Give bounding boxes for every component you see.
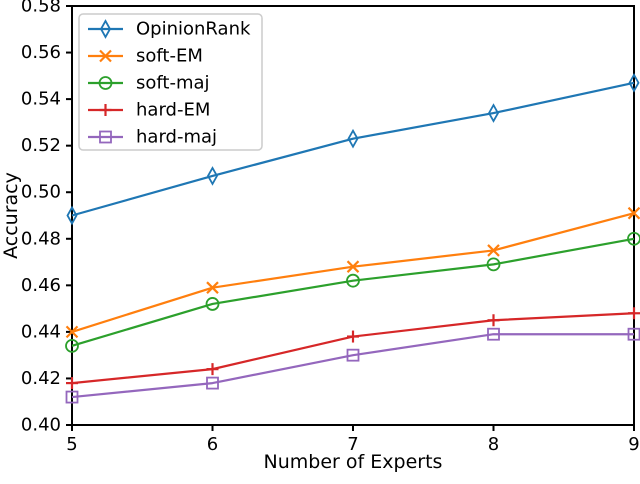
series-line [71, 81, 635, 217]
series-line [71, 212, 635, 333]
y-tick-label: 0.40 [21, 415, 61, 436]
legend-label: hard-maj [136, 127, 217, 148]
x-marker-icon [627, 206, 640, 220]
circle-marker-icon [65, 338, 79, 353]
x-tick-label: 7 [347, 434, 358, 455]
x-marker-icon [487, 244, 500, 257]
x-tick-label: 8 [488, 434, 499, 455]
y-tick-label: 0.56 [21, 42, 61, 63]
plus-marker-icon [206, 363, 219, 376]
circle-marker-icon [98, 76, 113, 90]
x-axis-label: Number of Experts [264, 451, 443, 473]
series-hard-EM [66, 307, 640, 390]
series-line [71, 237, 635, 347]
legend-entry-hard-maj: hard-maj [88, 127, 217, 148]
square-marker-icon [346, 348, 360, 362]
y-tick-label: 0.44 [21, 321, 61, 342]
thin-diamond-marker-icon [206, 166, 219, 186]
series-hard-maj [65, 327, 640, 404]
y-tick-label: 0.52 [21, 135, 61, 156]
square-marker-icon [487, 327, 500, 341]
thin-diamond-marker-icon [66, 205, 78, 226]
circle-marker-icon [486, 257, 501, 272]
x-marker-icon [65, 325, 79, 339]
legend-entry-soft-EM: soft-EM [88, 46, 203, 67]
plus-marker-icon [628, 307, 640, 320]
x-tick-label: 6 [207, 434, 218, 455]
series-soft-maj [65, 231, 640, 353]
circle-marker-icon [346, 273, 360, 288]
series-line [71, 312, 635, 385]
y-tick-label: 0.58 [21, 0, 61, 17]
series-OpinionRank [66, 72, 640, 226]
thin-diamond-marker-icon [628, 72, 640, 93]
plus-marker-icon [347, 330, 359, 343]
plus-marker-icon [66, 377, 78, 390]
thin-diamond-marker-icon [347, 128, 359, 149]
y-tick-label: 0.42 [21, 368, 61, 389]
x-marker-icon [99, 49, 112, 63]
legend-label: hard-EM [136, 100, 210, 121]
x-tick-label: 5 [66, 434, 77, 455]
thin-diamond-marker-icon [487, 103, 500, 123]
legend-box [78, 13, 263, 151]
legend-entry-OpinionRank: OpinionRank [88, 19, 251, 40]
y-tick-label: 0.48 [21, 228, 61, 249]
series-soft-EM [65, 206, 640, 339]
circle-marker-icon [627, 231, 640, 246]
square-marker-icon [99, 130, 112, 144]
y-tick-label: 0.54 [21, 89, 61, 110]
x-marker-icon [206, 281, 219, 294]
legend: OpinionRank soft-EM soft-maj hard-EM hard-ma… [78, 13, 263, 151]
plus-marker-icon [487, 314, 500, 327]
circle-marker-icon [205, 297, 220, 311]
y-axis-label: Accuracy [0, 172, 22, 259]
legend-entry-soft-maj: soft-maj [88, 73, 210, 94]
legend-label: OpinionRank [136, 19, 251, 40]
legend-label: soft-EM [136, 46, 203, 67]
y-tick-label: 0.46 [21, 275, 61, 296]
plus-marker-icon [99, 104, 112, 116]
x-marker-icon [346, 260, 360, 273]
square-marker-icon [206, 376, 219, 390]
legend-label: soft-maj [136, 73, 210, 94]
thin-diamond-marker-icon [99, 19, 112, 39]
series-line [71, 333, 634, 399]
square-marker-icon [65, 390, 79, 404]
x-tick-label: 9 [628, 434, 639, 455]
y-tick-label: 0.50 [21, 182, 61, 203]
legend-entry-hard-EM: hard-EM [88, 100, 210, 121]
